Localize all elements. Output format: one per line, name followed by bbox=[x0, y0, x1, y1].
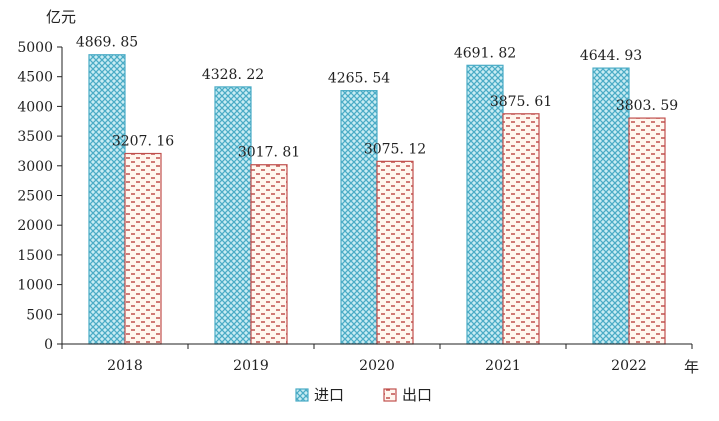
legend: 进口 出口 bbox=[295, 386, 432, 404]
bar-export bbox=[628, 117, 666, 345]
bar-import bbox=[592, 67, 630, 345]
y-axis: 0 500 1000 1500 2000 2500 3000 3500 4000 4500 5000 bbox=[17, 40, 63, 353]
data-label-import: 4644. 93 bbox=[580, 48, 642, 64]
x-tick-label: 2022 bbox=[611, 358, 647, 374]
data-label-export: 3075. 12 bbox=[364, 141, 426, 157]
y-tick-label: 0 bbox=[44, 337, 53, 353]
bar-export bbox=[124, 152, 162, 345]
data-label-import: 4869. 85 bbox=[76, 35, 138, 51]
y-axis-unit-label: 亿元 bbox=[46, 8, 76, 26]
x-axis-unit-label: 年 bbox=[684, 358, 699, 376]
data-label-export: 3207. 16 bbox=[112, 133, 174, 149]
bar-import bbox=[340, 90, 378, 345]
y-tick-label: 1500 bbox=[17, 248, 53, 264]
y-tick-label: 500 bbox=[26, 307, 53, 323]
legend-swatch-export bbox=[383, 388, 397, 402]
y-tick-label: 4000 bbox=[17, 99, 53, 115]
data-label-export: 3803. 59 bbox=[616, 98, 678, 114]
x-tick-label: 2019 bbox=[233, 358, 269, 374]
data-label-export: 3875. 61 bbox=[490, 94, 552, 110]
data-label-import: 4328. 22 bbox=[202, 67, 264, 83]
y-tick-label: 2500 bbox=[17, 189, 53, 205]
y-tick-label: 3500 bbox=[17, 129, 53, 145]
bar-import bbox=[214, 86, 252, 345]
x-tick-label: 2020 bbox=[359, 358, 395, 374]
legend-label-import: 进口 bbox=[314, 386, 344, 404]
bar-export bbox=[376, 160, 414, 345]
bars-group: 4869. 85 3207. 16 4328. 22 3017. 81 4265. 54… bbox=[76, 35, 678, 345]
bar-export bbox=[250, 164, 288, 345]
x-tick-label: 2021 bbox=[485, 358, 521, 374]
legend-swatch-import bbox=[295, 388, 309, 402]
y-tick-label: 5000 bbox=[17, 40, 53, 56]
y-tick-label: 2000 bbox=[17, 218, 53, 234]
y-tick-label: 3000 bbox=[17, 159, 53, 175]
y-tick-label: 1000 bbox=[17, 278, 53, 294]
legend-label-export: 出口 bbox=[402, 386, 432, 404]
x-tick-label: 2018 bbox=[107, 358, 143, 374]
x-axis: 2018 2019 2020 2021 2022 bbox=[61, 343, 693, 374]
bar-import bbox=[88, 54, 126, 345]
bar-import bbox=[466, 64, 504, 345]
data-label-export: 3017. 81 bbox=[238, 145, 300, 161]
data-label-import: 4265. 54 bbox=[328, 71, 390, 87]
y-tick-label: 4500 bbox=[17, 70, 53, 86]
data-label-import: 4691. 82 bbox=[454, 45, 516, 61]
bar-export bbox=[502, 113, 540, 345]
